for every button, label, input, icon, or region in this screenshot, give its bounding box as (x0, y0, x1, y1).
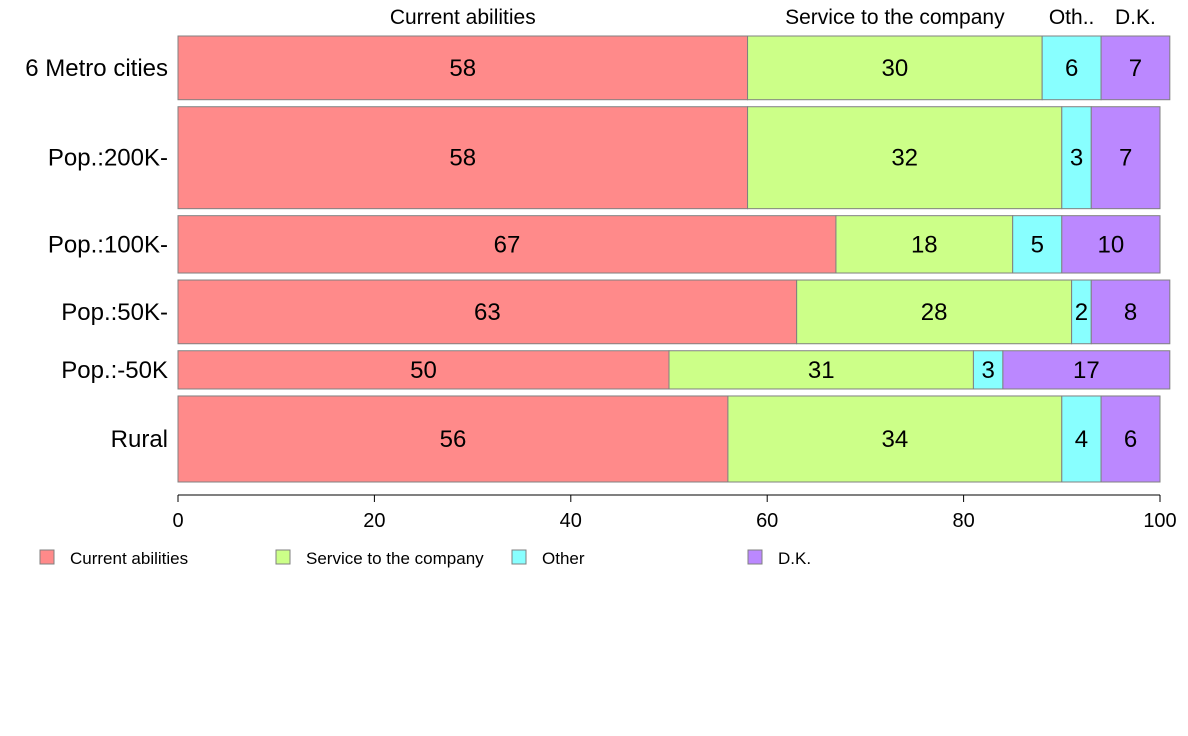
bar-segment (835, 215, 1014, 274)
category-labels: 6 Metro cities Pop.:200K- Pop.:100K- Pop.:5… (25, 55, 168, 453)
legend-swatch (39, 549, 55, 565)
category-label: Pop.:200K- (48, 145, 168, 172)
legend-item: Other (511, 549, 585, 568)
legend-swatch (747, 549, 763, 565)
data-label: 17 (1073, 357, 1100, 384)
data-label: 34 (882, 426, 909, 453)
x-tick-label: 60 (756, 510, 778, 532)
legend-swatch (275, 549, 291, 565)
data-label: 6 (1065, 55, 1078, 82)
top-series-label: Current abilities (390, 6, 536, 29)
top-series-label: Oth.. (1049, 6, 1095, 29)
data-label: 3 (1070, 145, 1083, 172)
legend-swatch (511, 549, 527, 565)
bar-segment (177, 35, 749, 101)
data-label: 7 (1129, 55, 1142, 82)
bar-segment (1090, 106, 1161, 210)
bar-segment (1100, 35, 1171, 101)
bar-segment (177, 106, 749, 210)
data-label: 56 (440, 426, 467, 453)
bar-segment (1041, 35, 1102, 101)
bar-segment (177, 215, 837, 274)
category-label: Pop.:-50K (61, 357, 168, 384)
data-label: 63 (474, 299, 501, 326)
bar-segment (796, 279, 1073, 345)
legend-item: Current abilities (39, 549, 188, 568)
category-label: Pop.:100K- (48, 231, 168, 258)
x-axis: 0 20 40 60 80 100 (172, 494, 1177, 532)
legend-label: Other (542, 549, 585, 568)
data-label: 50 (410, 357, 437, 384)
data-label: 32 (891, 145, 918, 172)
legend: Current abilities Service to the company O… (39, 549, 811, 568)
x-tick-label: 100 (1143, 510, 1176, 532)
legend-label: Service to the company (306, 549, 484, 568)
data-label: 8 (1124, 299, 1137, 326)
data-label: 4 (1075, 426, 1088, 453)
bar-segment (1002, 350, 1171, 390)
data-label: 2 (1075, 299, 1088, 326)
top-series-label: Service to the company (785, 6, 1005, 29)
x-tick-label: 20 (363, 510, 385, 532)
bar-segment (668, 350, 974, 390)
bar-segment (727, 395, 1063, 483)
bar-segment (747, 35, 1043, 101)
x-tick-label: 80 (952, 510, 974, 532)
bar-row: 50 31 3 17 (177, 350, 1171, 390)
bar-segment (1090, 279, 1171, 345)
bar-segment (1061, 395, 1102, 483)
bar-segment (1061, 215, 1161, 274)
bar-segment (747, 106, 1063, 210)
data-label: 58 (449, 145, 476, 172)
data-label: 7 (1119, 145, 1132, 172)
category-label: Rural (111, 426, 168, 453)
bar-row: 56 34 4 6 (177, 395, 1161, 483)
data-label: 30 (882, 55, 909, 82)
data-label: 3 (981, 357, 994, 384)
data-label: 18 (911, 231, 938, 258)
data-label: 5 (1031, 231, 1044, 258)
x-tick-label: 40 (560, 510, 582, 532)
legend-item: Service to the company (275, 549, 484, 568)
bar-segment (177, 350, 670, 390)
bar-segment (177, 279, 798, 345)
bar-segment (972, 350, 1004, 390)
category-label: 6 Metro cities (25, 55, 168, 82)
data-label: 6 (1124, 426, 1137, 453)
category-label: Pop.:50K- (61, 299, 168, 326)
legend-item: D.K. (747, 549, 811, 568)
bar-segment (1100, 395, 1161, 483)
bar-row: 67 18 5 10 (177, 215, 1161, 274)
x-tick-label: 0 (172, 510, 183, 532)
legend-label: D.K. (778, 549, 811, 568)
bar-row: 63 28 2 8 (177, 279, 1171, 345)
bar-row: 58 32 3 7 (177, 106, 1161, 210)
data-label: 58 (449, 55, 476, 82)
data-label: 28 (921, 299, 948, 326)
top-series-label: D.K. (1115, 6, 1156, 29)
bar-segment (177, 395, 729, 483)
bar-segment (1061, 106, 1092, 210)
data-label: 10 (1098, 231, 1125, 258)
data-label: 31 (808, 357, 835, 384)
data-label: 67 (494, 231, 521, 258)
top-series-labels: Current abilities Service to the company O… (390, 6, 1156, 29)
legend-label: Current abilities (70, 549, 188, 568)
bar-row: 58 30 6 7 (177, 35, 1171, 101)
